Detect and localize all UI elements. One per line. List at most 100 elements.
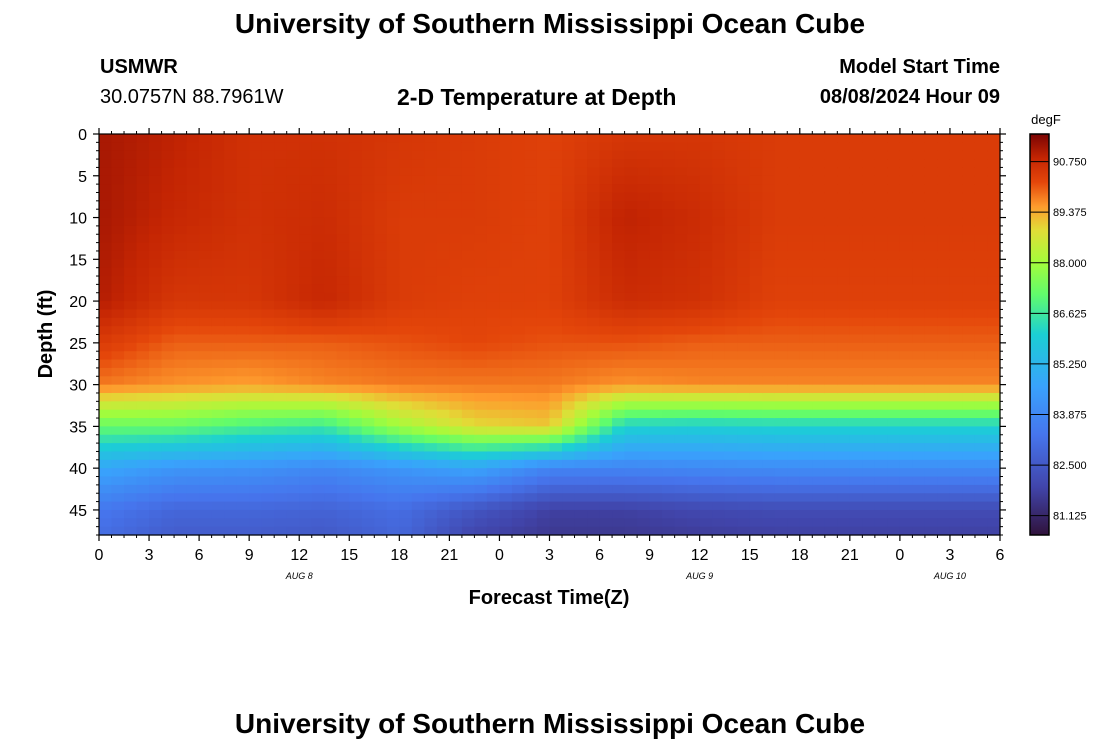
heatmap-cell: [562, 167, 576, 177]
heatmap-cell: [336, 526, 350, 536]
heatmap-cell: [324, 200, 338, 210]
heatmap-cell: [724, 367, 738, 377]
heatmap-cell: [99, 317, 113, 327]
heatmap-cell: [149, 509, 163, 519]
heatmap-cell: [862, 384, 876, 394]
heatmap-cell: [574, 518, 588, 528]
heatmap-cell: [324, 234, 338, 244]
heatmap-cell: [562, 234, 576, 244]
heatmap-cell: [674, 451, 688, 461]
heatmap-cell: [724, 309, 738, 319]
heatmap-cell: [536, 292, 551, 302]
heatmap-cell: [386, 150, 400, 160]
heatmap-cell: [211, 301, 225, 311]
heatmap-cell: [812, 184, 826, 194]
heatmap-cell: [274, 351, 288, 361]
heatmap-cell: [674, 142, 688, 152]
heatmap-cell: [587, 526, 601, 536]
heatmap-cell: [937, 359, 951, 369]
heatmap-cell: [987, 326, 1001, 336]
heatmap-cell: [486, 267, 501, 277]
heatmap-cell: [124, 376, 138, 386]
heatmap-cell: [574, 267, 588, 277]
heatmap-cell: [674, 301, 688, 311]
heatmap-cell: [361, 342, 375, 352]
heatmap-cell: [524, 451, 538, 461]
heatmap-cell: [236, 242, 250, 252]
heatmap-cell: [399, 234, 413, 244]
heatmap-cell: [524, 434, 538, 444]
heatmap-cell: [837, 250, 851, 260]
heatmap-cell: [474, 192, 488, 202]
heatmap-cell: [837, 159, 851, 169]
heatmap-cell: [874, 234, 888, 244]
heatmap-cell: [787, 418, 801, 427]
heatmap-cell: [311, 142, 325, 152]
heatmap-cell: [587, 509, 601, 519]
heatmap-cell: [899, 309, 913, 319]
heatmap-cell: [774, 334, 788, 344]
heatmap-cell: [549, 367, 563, 377]
heatmap-cell: [987, 242, 1001, 252]
heatmap-cell: [749, 459, 763, 469]
heatmap-cell: [849, 234, 863, 244]
heatmap-cell: [299, 150, 313, 160]
heatmap-cell: [486, 476, 501, 486]
heatmap-cell: [311, 342, 325, 352]
heatmap-cell: [524, 242, 538, 252]
heatmap-cell: [174, 334, 188, 344]
heatmap-cell: [361, 326, 375, 336]
page-title: University of Southern Mississippi Ocean…: [234, 8, 866, 39]
heatmap-cell: [612, 409, 626, 419]
heatmap-cell: [962, 250, 976, 260]
heatmap-cell: [874, 501, 888, 511]
heatmap-cell: [411, 317, 425, 327]
heatmap-cell: [962, 150, 976, 160]
heatmap-cell: [612, 184, 626, 194]
heatmap-cell: [724, 518, 738, 528]
heatmap-cell: [749, 317, 763, 327]
heatmap-cell: [824, 134, 838, 143]
heatmap-cell: [299, 175, 313, 185]
heatmap-cell: [311, 225, 325, 235]
heatmap-cell: [336, 234, 350, 244]
heatmap-cell: [236, 326, 250, 336]
heatmap-cell: [161, 267, 175, 277]
heatmap-cell: [211, 443, 225, 453]
heatmap-cell: [599, 167, 613, 177]
heatmap-cell: [687, 526, 701, 536]
heatmap-cell: [962, 476, 976, 486]
heatmap-cell: [311, 451, 325, 461]
heatmap-cell: [211, 242, 225, 252]
heatmap-cell: [799, 392, 813, 402]
heatmap-cell: [949, 134, 964, 143]
heatmap-cell: [399, 484, 413, 494]
heatmap-cell: [499, 317, 513, 327]
heatmap-cell: [649, 434, 663, 444]
heatmap-cell: [299, 493, 313, 503]
heatmap-cell: [599, 476, 613, 486]
heatmap-cell: [762, 334, 776, 344]
heatmap-cell: [924, 376, 939, 386]
heatmap-cell: [374, 426, 388, 436]
heatmap-cell: [399, 250, 413, 260]
heatmap-cell: [299, 409, 313, 419]
heatmap-cell: [99, 526, 113, 536]
heatmap-cell: [749, 526, 763, 536]
heatmap-cell: [849, 342, 863, 352]
heatmap-cell: [161, 317, 175, 327]
heatmap-cell: [224, 276, 238, 285]
heatmap-cell: [549, 443, 563, 453]
heatmap-cell: [637, 476, 651, 486]
heatmap-cell: [461, 443, 476, 453]
heatmap-cell: [637, 250, 651, 260]
heatmap-cell: [461, 434, 476, 444]
heatmap-cell: [562, 284, 576, 294]
heatmap-cell: [574, 167, 588, 177]
heatmap-cell: [349, 476, 363, 486]
heatmap-cell: [374, 518, 388, 528]
heatmap-cell: [436, 150, 450, 160]
heatmap-cell: [599, 334, 613, 344]
heatmap-cell: [637, 509, 651, 519]
heatmap-cell: [261, 392, 275, 402]
